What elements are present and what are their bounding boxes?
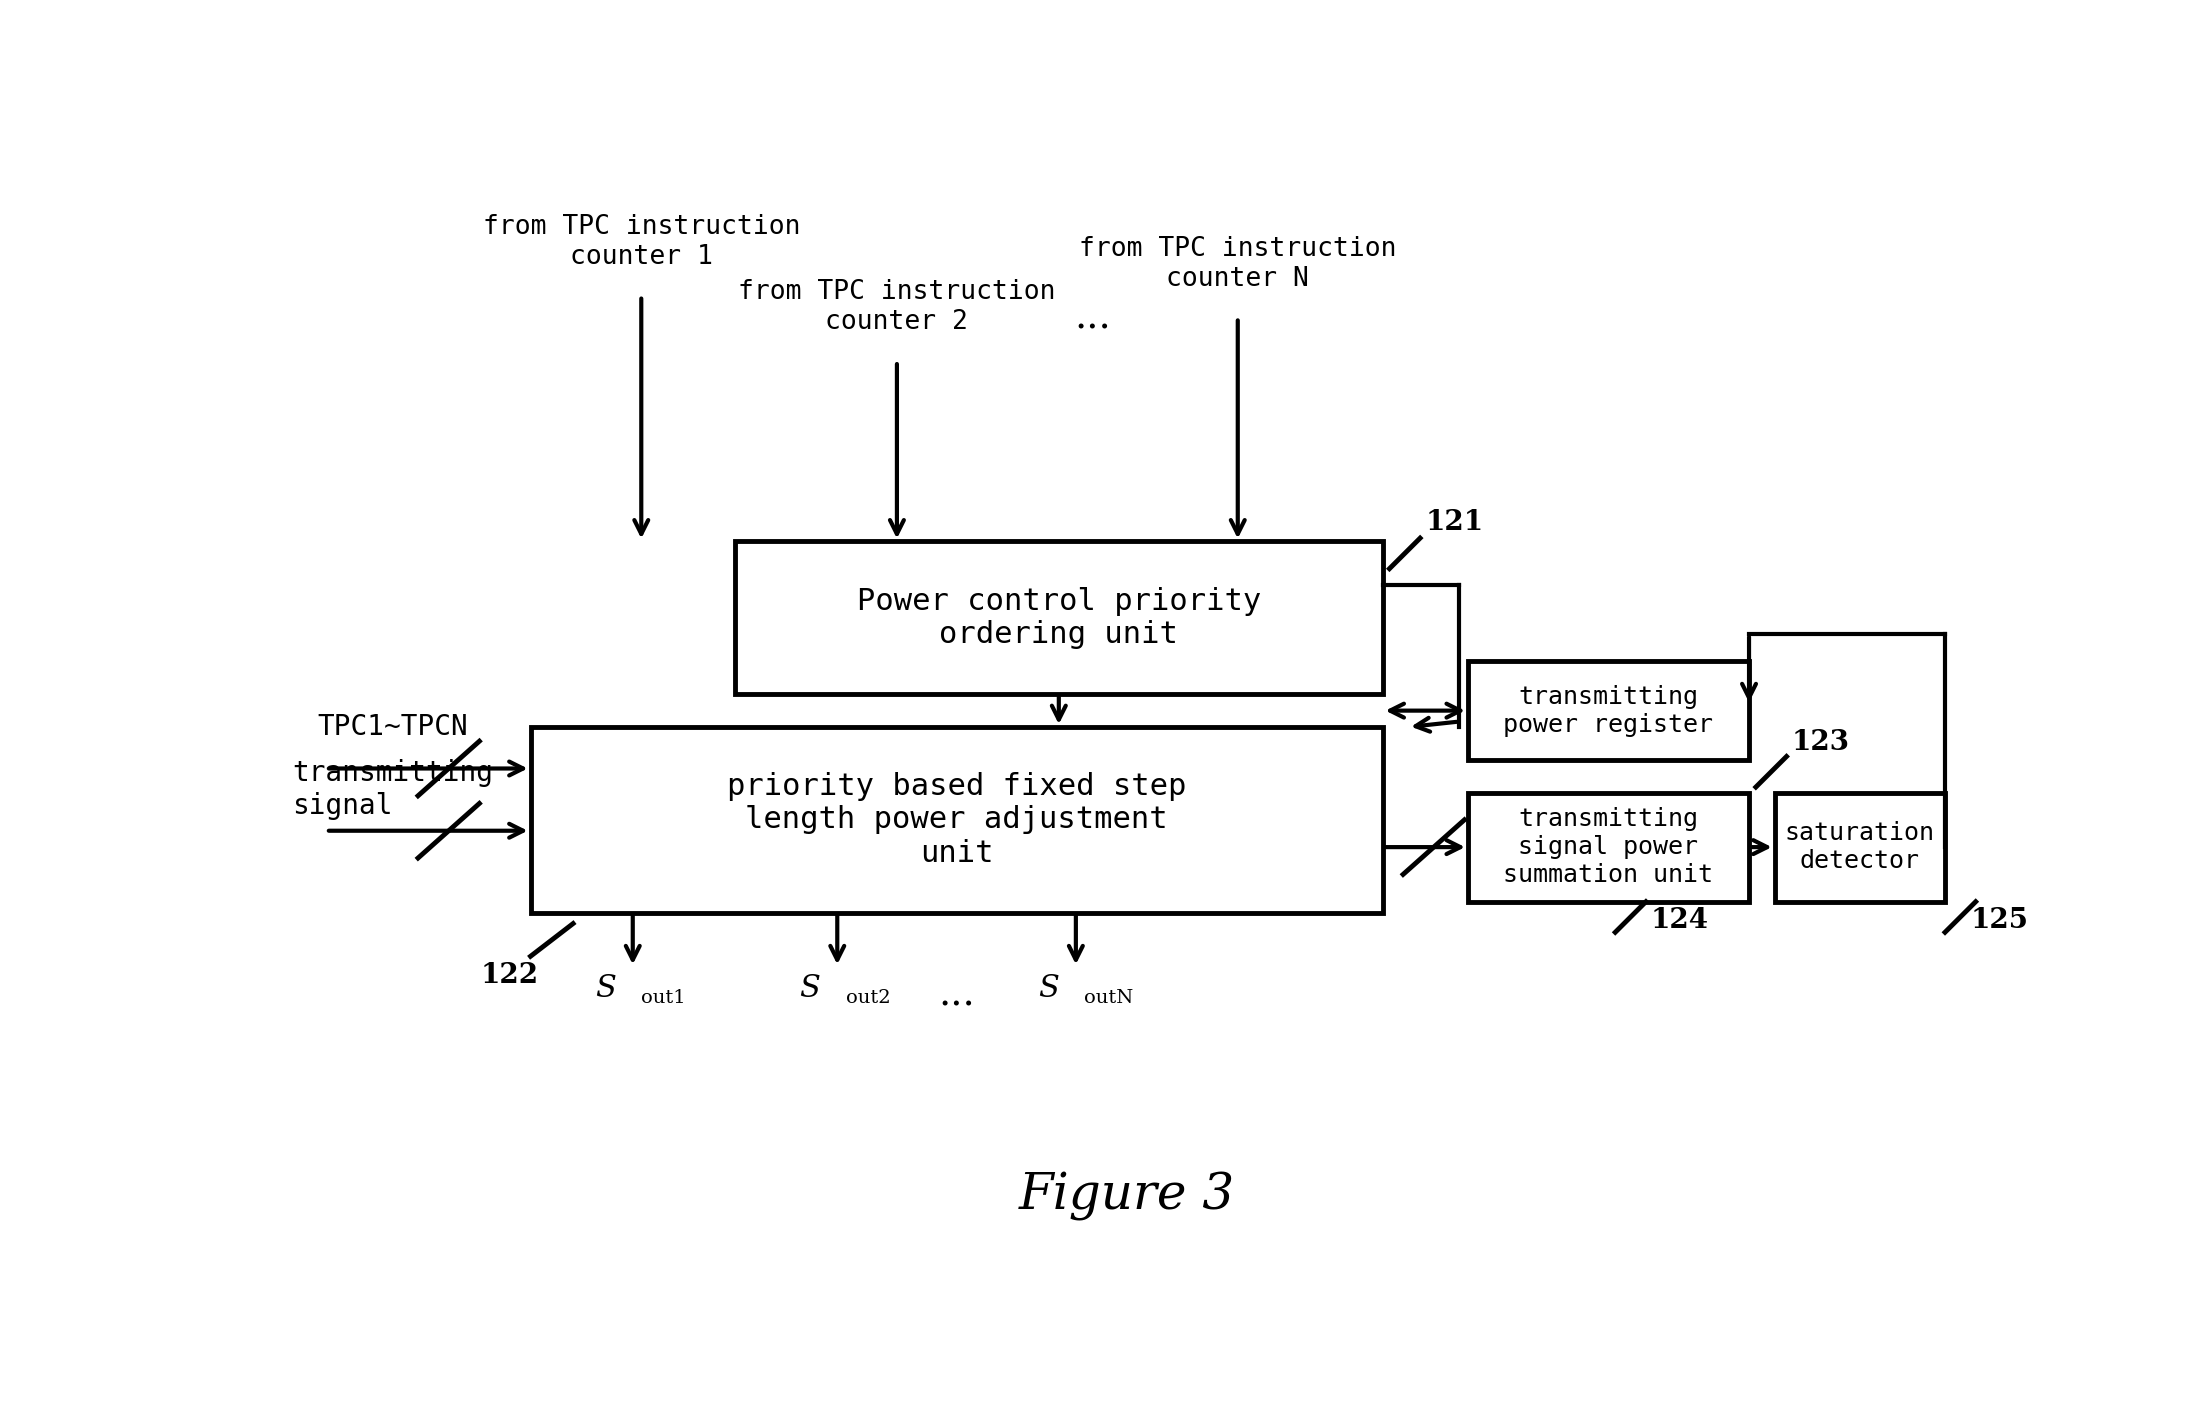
Text: from TPC instruction
counter 1: from TPC instruction counter 1 [482,214,800,269]
Bar [1469,793,1748,902]
Text: outN: outN [1084,990,1135,1007]
Text: out1: out1 [642,990,686,1007]
Text: transmitting
signal power
summation unit: transmitting signal power summation unit [1504,807,1713,886]
Bar [530,727,1383,913]
Text: Power control priority
ordering unit: Power control priority ordering unit [858,587,1260,649]
Text: from TPC instruction
counter 2: from TPC instruction counter 2 [739,279,1056,335]
Text: S: S [1038,973,1060,1004]
Bar [1469,661,1748,760]
Text: Figure 3: Figure 3 [1018,1171,1236,1221]
Text: 125: 125 [1970,908,2030,934]
Text: priority based fixed step
length power adjustment
unit: priority based fixed step length power a… [728,771,1185,868]
Text: 123: 123 [1792,729,1849,756]
Text: ...: ... [1075,299,1110,336]
Text: TPC1~TPCN: TPC1~TPCN [317,713,468,742]
Text: S: S [596,973,616,1004]
Text: 124: 124 [1651,908,1709,934]
Text: saturation
detector: saturation detector [1786,821,1935,873]
Text: ...: ... [939,976,974,1012]
Bar [1775,793,1944,902]
Text: out2: out2 [847,990,891,1007]
Text: 121: 121 [1425,509,1484,536]
Text: 122: 122 [482,961,539,988]
Text: S: S [800,973,820,1004]
Text: from TPC instruction
counter N: from TPC instruction counter N [1080,235,1396,292]
Text: transmitting
signal: transmitting signal [292,760,493,820]
Text: transmitting
power register: transmitting power register [1504,685,1713,736]
Bar [734,542,1383,695]
